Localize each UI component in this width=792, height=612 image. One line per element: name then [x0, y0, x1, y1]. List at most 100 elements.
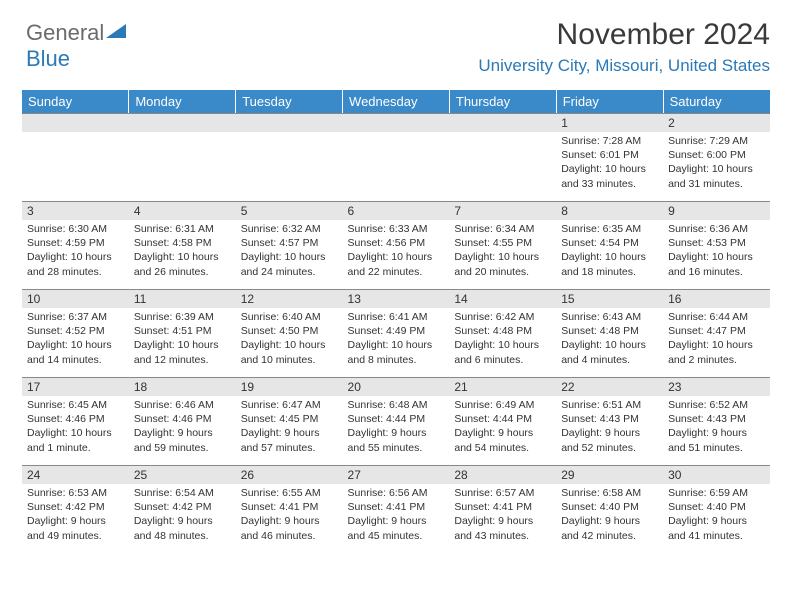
- col-thursday: Thursday: [449, 90, 556, 113]
- sunrise-text: Sunrise: 6:51 AM: [561, 398, 658, 412]
- sunset-text: Sunset: 4:40 PM: [668, 500, 765, 514]
- day-number: 12: [236, 289, 343, 308]
- calendar-cell: 28Sunrise: 6:57 AMSunset: 4:41 PMDayligh…: [449, 465, 556, 553]
- calendar-cell: [343, 113, 450, 201]
- calendar-cell: 30Sunrise: 6:59 AMSunset: 4:40 PMDayligh…: [663, 465, 770, 553]
- day-number: 14: [449, 289, 556, 308]
- day-number: 18: [129, 377, 236, 396]
- day-body: Sunrise: 6:56 AMSunset: 4:41 PMDaylight:…: [343, 484, 450, 547]
- sunrise-text: Sunrise: 6:31 AM: [134, 222, 231, 236]
- day-number: 26: [236, 465, 343, 484]
- calendar-cell: 8Sunrise: 6:35 AMSunset: 4:54 PMDaylight…: [556, 201, 663, 289]
- day-number: 2: [663, 113, 770, 132]
- calendar-cell: 18Sunrise: 6:46 AMSunset: 4:46 PMDayligh…: [129, 377, 236, 465]
- sunset-text: Sunset: 6:00 PM: [668, 148, 765, 162]
- calendar-cell: 9Sunrise: 6:36 AMSunset: 4:53 PMDaylight…: [663, 201, 770, 289]
- day-number: 28: [449, 465, 556, 484]
- col-sunday: Sunday: [22, 90, 129, 113]
- sunrise-text: Sunrise: 7:28 AM: [561, 134, 658, 148]
- daylight-text: Daylight: 9 hours and 43 minutes.: [454, 514, 551, 542]
- sunset-text: Sunset: 4:42 PM: [134, 500, 231, 514]
- day-number: 7: [449, 201, 556, 220]
- calendar-week-row: 24Sunrise: 6:53 AMSunset: 4:42 PMDayligh…: [22, 465, 770, 553]
- sunset-text: Sunset: 4:44 PM: [454, 412, 551, 426]
- sunset-text: Sunset: 4:46 PM: [27, 412, 124, 426]
- location-subtitle: University City, Missouri, United States: [22, 56, 770, 76]
- day-body-empty: [449, 132, 556, 192]
- daylight-text: Daylight: 10 hours and 22 minutes.: [348, 250, 445, 278]
- calendar-cell: 19Sunrise: 6:47 AMSunset: 4:45 PMDayligh…: [236, 377, 343, 465]
- sunrise-text: Sunrise: 6:52 AM: [668, 398, 765, 412]
- day-body: Sunrise: 6:48 AMSunset: 4:44 PMDaylight:…: [343, 396, 450, 459]
- day-body: Sunrise: 6:52 AMSunset: 4:43 PMDaylight:…: [663, 396, 770, 459]
- sunrise-text: Sunrise: 6:36 AM: [668, 222, 765, 236]
- day-number: 20: [343, 377, 450, 396]
- sunset-text: Sunset: 4:58 PM: [134, 236, 231, 250]
- sunset-text: Sunset: 4:48 PM: [561, 324, 658, 338]
- daylight-text: Daylight: 10 hours and 8 minutes.: [348, 338, 445, 366]
- sunset-text: Sunset: 4:54 PM: [561, 236, 658, 250]
- daylight-text: Daylight: 10 hours and 20 minutes.: [454, 250, 551, 278]
- day-number: 9: [663, 201, 770, 220]
- logo-text-general: General: [26, 20, 104, 45]
- sunset-text: Sunset: 4:56 PM: [348, 236, 445, 250]
- day-body-empty: [236, 132, 343, 192]
- sunset-text: Sunset: 4:43 PM: [668, 412, 765, 426]
- day-number: 17: [22, 377, 129, 396]
- daylight-text: Daylight: 10 hours and 4 minutes.: [561, 338, 658, 366]
- day-body: Sunrise: 6:37 AMSunset: 4:52 PMDaylight:…: [22, 308, 129, 371]
- sunrise-text: Sunrise: 6:59 AM: [668, 486, 765, 500]
- daylight-text: Daylight: 10 hours and 31 minutes.: [668, 162, 765, 190]
- calendar-cell: 5Sunrise: 6:32 AMSunset: 4:57 PMDaylight…: [236, 201, 343, 289]
- day-body: Sunrise: 6:44 AMSunset: 4:47 PMDaylight:…: [663, 308, 770, 371]
- day-number: 16: [663, 289, 770, 308]
- calendar-cell: 1Sunrise: 7:28 AMSunset: 6:01 PMDaylight…: [556, 113, 663, 201]
- day-number: 13: [343, 289, 450, 308]
- day-number: 5: [236, 201, 343, 220]
- day-body: Sunrise: 6:49 AMSunset: 4:44 PMDaylight:…: [449, 396, 556, 459]
- sunset-text: Sunset: 4:41 PM: [241, 500, 338, 514]
- day-body-empty: [22, 132, 129, 192]
- day-body: Sunrise: 6:58 AMSunset: 4:40 PMDaylight:…: [556, 484, 663, 547]
- sunrise-text: Sunrise: 6:45 AM: [27, 398, 124, 412]
- sunset-text: Sunset: 4:42 PM: [27, 500, 124, 514]
- sunrise-text: Sunrise: 6:39 AM: [134, 310, 231, 324]
- day-body: Sunrise: 6:31 AMSunset: 4:58 PMDaylight:…: [129, 220, 236, 283]
- day-number-empty: [236, 113, 343, 132]
- sunset-text: Sunset: 4:51 PM: [134, 324, 231, 338]
- sunrise-text: Sunrise: 6:35 AM: [561, 222, 658, 236]
- daylight-text: Daylight: 10 hours and 26 minutes.: [134, 250, 231, 278]
- day-number: 23: [663, 377, 770, 396]
- calendar-cell: 12Sunrise: 6:40 AMSunset: 4:50 PMDayligh…: [236, 289, 343, 377]
- daylight-text: Daylight: 10 hours and 12 minutes.: [134, 338, 231, 366]
- day-body: Sunrise: 6:36 AMSunset: 4:53 PMDaylight:…: [663, 220, 770, 283]
- daylight-text: Daylight: 9 hours and 57 minutes.: [241, 426, 338, 454]
- calendar-table: Sunday Monday Tuesday Wednesday Thursday…: [22, 90, 770, 553]
- calendar-week-row: 1Sunrise: 7:28 AMSunset: 6:01 PMDaylight…: [22, 113, 770, 201]
- col-tuesday: Tuesday: [236, 90, 343, 113]
- calendar-cell: [449, 113, 556, 201]
- sunrise-text: Sunrise: 6:44 AM: [668, 310, 765, 324]
- calendar-cell: 22Sunrise: 6:51 AMSunset: 4:43 PMDayligh…: [556, 377, 663, 465]
- calendar-cell: 11Sunrise: 6:39 AMSunset: 4:51 PMDayligh…: [129, 289, 236, 377]
- brand-logo: General Blue: [26, 20, 126, 72]
- col-friday: Friday: [556, 90, 663, 113]
- day-number-empty: [343, 113, 450, 132]
- calendar-cell: 10Sunrise: 6:37 AMSunset: 4:52 PMDayligh…: [22, 289, 129, 377]
- day-body: Sunrise: 6:34 AMSunset: 4:55 PMDaylight:…: [449, 220, 556, 283]
- day-body: Sunrise: 7:28 AMSunset: 6:01 PMDaylight:…: [556, 132, 663, 195]
- day-number: 6: [343, 201, 450, 220]
- day-number: 27: [343, 465, 450, 484]
- sunrise-text: Sunrise: 6:33 AM: [348, 222, 445, 236]
- sunset-text: Sunset: 4:44 PM: [348, 412, 445, 426]
- daylight-text: Daylight: 9 hours and 52 minutes.: [561, 426, 658, 454]
- day-number-empty: [449, 113, 556, 132]
- col-wednesday: Wednesday: [343, 90, 450, 113]
- sunrise-text: Sunrise: 6:37 AM: [27, 310, 124, 324]
- day-body: Sunrise: 6:55 AMSunset: 4:41 PMDaylight:…: [236, 484, 343, 547]
- day-number: 29: [556, 465, 663, 484]
- day-body: Sunrise: 6:45 AMSunset: 4:46 PMDaylight:…: [22, 396, 129, 459]
- sunrise-text: Sunrise: 6:41 AM: [348, 310, 445, 324]
- calendar-cell: 3Sunrise: 6:30 AMSunset: 4:59 PMDaylight…: [22, 201, 129, 289]
- calendar-cell: 29Sunrise: 6:58 AMSunset: 4:40 PMDayligh…: [556, 465, 663, 553]
